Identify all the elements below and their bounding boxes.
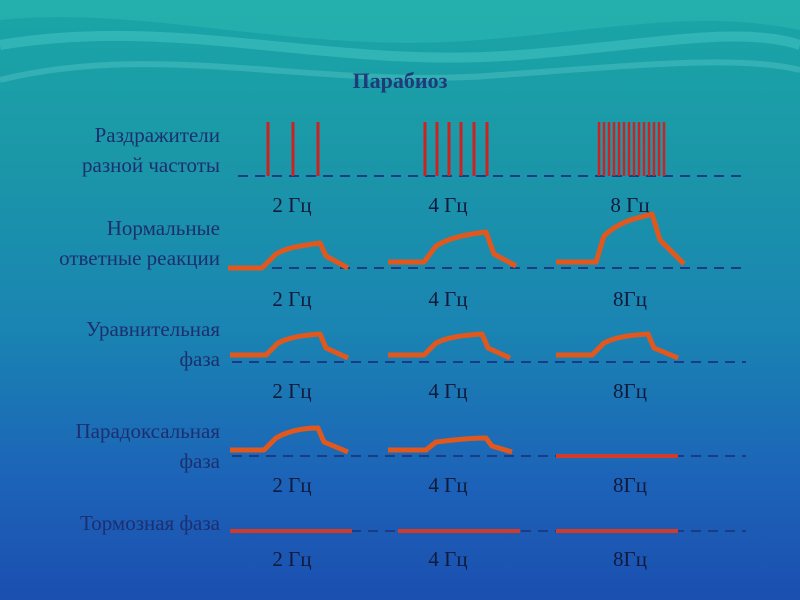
response-equalizing-4hz <box>388 331 512 361</box>
response-equalizing-2hz <box>230 331 350 361</box>
freq-label: 4 Гц <box>428 287 468 311</box>
row-label-stimuli: Раздражители разной частоты <box>82 120 220 180</box>
response-paradoxical-2hz <box>230 425 349 455</box>
response-normal-4hz <box>388 229 518 269</box>
freq-label: 4 Гц <box>428 473 468 497</box>
row-label-normal: Нормальные ответные реакции <box>59 213 220 273</box>
freq-label: 2 Гц <box>272 379 312 403</box>
slide-title: Парабиоз <box>352 68 448 93</box>
row-label-equalizing: Уравнительная фаза <box>86 314 220 374</box>
freq-label: 8Гц <box>613 547 647 571</box>
freq-label: 4 Гц <box>428 379 468 403</box>
row-label-line: Уравнительная <box>85 317 220 341</box>
stimulus-pulses-8hz <box>597 122 666 176</box>
freq-label: 2 Гц <box>272 287 312 311</box>
freq-label: 2 Гц <box>272 193 312 217</box>
row-label-line: ответные реакции <box>59 246 220 270</box>
decorative-waves <box>0 0 800 83</box>
response-paradoxical-4hz <box>388 435 513 455</box>
freq-label: 4 Гц <box>428 547 468 571</box>
row-label-line: разной частоты <box>82 153 220 177</box>
row-label-line: Тормозная фаза <box>79 511 220 535</box>
freq-label: 8Гц <box>613 379 647 403</box>
freq-label: 8Гц <box>613 473 647 497</box>
row-label-line: Раздражители <box>94 123 220 147</box>
freq-label: 8Гц <box>613 287 647 311</box>
row-label-line: фаза <box>179 449 220 473</box>
freq-label: 8 Гц <box>610 193 650 217</box>
response-normal-2hz <box>228 240 350 271</box>
row-label-line: Парадоксальная <box>75 419 220 443</box>
stimulus-pulses-2hz <box>266 122 320 176</box>
freq-label: 2 Гц <box>272 547 312 571</box>
response-equalizing-8hz <box>556 331 679 361</box>
row-label-line: фаза <box>179 347 220 371</box>
freq-label: 2 Гц <box>272 473 312 497</box>
response-normal-8hz <box>556 211 686 266</box>
freq-label: 4 Гц <box>428 193 468 217</box>
row-label-paradoxical: Парадоксальная фаза <box>75 416 220 476</box>
stimulus-pulses-4hz <box>423 122 489 176</box>
row-label-inhibitory: Тормозная фаза <box>80 508 220 538</box>
row-label-line: Нормальные <box>106 216 220 240</box>
